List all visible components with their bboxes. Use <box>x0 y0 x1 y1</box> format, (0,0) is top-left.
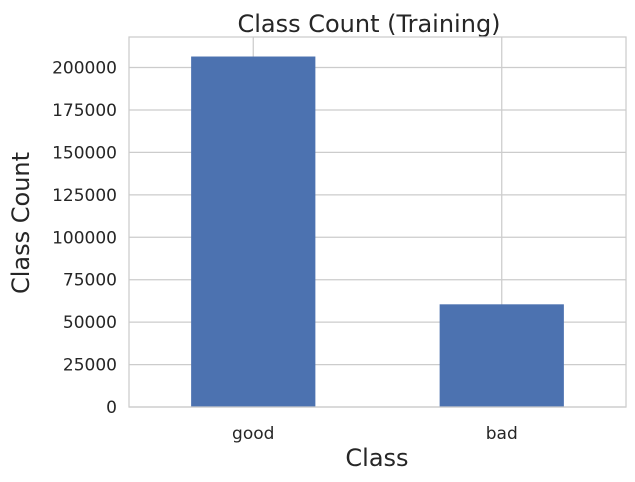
y-tick-labels: 0 25000 50000 75000 100000 125000 150000 175000… <box>52 59 117 418</box>
y-axis-title: Class Count <box>7 152 35 294</box>
x-axis-title: Class <box>345 444 408 472</box>
plot-frame <box>128 36 627 408</box>
y-tick-label: 175000 <box>52 101 117 121</box>
x-tick-labels: good bad <box>232 424 518 444</box>
y-tick-label: 25000 <box>63 356 117 376</box>
x-tick-label: bad <box>486 424 518 444</box>
y-tick-label: 200000 <box>52 59 117 79</box>
bars <box>191 56 564 408</box>
y-tick-label: 125000 <box>52 186 117 206</box>
bar-good <box>191 56 316 408</box>
x-tick-label: good <box>232 424 274 444</box>
y-tick-label: 50000 <box>63 313 117 333</box>
y-tick-label: 0 <box>106 398 117 418</box>
bar-bad <box>439 304 564 407</box>
chart-title: Class Count (Training) <box>237 10 500 38</box>
y-tick-label: 100000 <box>52 228 117 248</box>
y-tick-label: 150000 <box>52 143 117 163</box>
y-tick-label: 75000 <box>63 271 117 291</box>
